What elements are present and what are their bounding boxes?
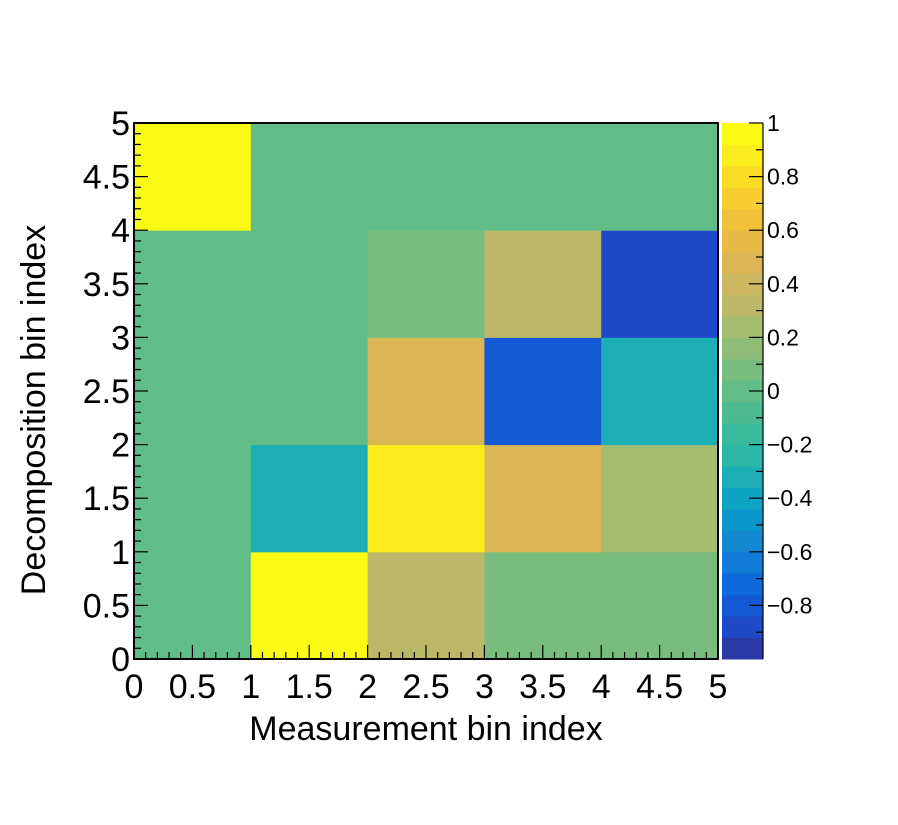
heatmap-cell [484, 337, 602, 446]
y-tick-label: 5 [111, 105, 130, 143]
palette-swatch [722, 251, 763, 274]
heatmap-cell [484, 551, 602, 660]
x-tick-label: 1.5 [286, 668, 333, 706]
palette-tick-label: 0.4 [767, 271, 799, 297]
palette-tick-label: −0.2 [767, 432, 812, 458]
palette-swatch [722, 573, 763, 596]
palette-tick-label: 0.2 [767, 324, 799, 350]
x-tick-label: 4.5 [636, 668, 683, 706]
heatmap-cell [484, 123, 602, 231]
heatmap-cell [250, 444, 369, 553]
palette-swatch [722, 380, 763, 403]
palette-tick-label: 0.8 [767, 164, 799, 190]
heatmap-cell [484, 230, 602, 338]
color-palette: 1 0.8 0.6 0.4 0.2 0 −0.2 −0.4 −0.6 −0.8 [722, 110, 813, 660]
palette-swatch [722, 315, 763, 338]
y-tick-label: 1 [111, 534, 130, 572]
x-axis-title: Measurement bin index [249, 710, 602, 748]
heatmap-cell [484, 444, 602, 553]
x-tick-label: 2.5 [402, 668, 449, 706]
y-axis-title: Decomposition bin index [15, 225, 53, 595]
x-tick-label: 3.5 [519, 668, 566, 706]
palette-swatch [722, 487, 763, 510]
heatmap-cell [367, 444, 485, 553]
palette-swatch [722, 594, 763, 617]
x-tick-label: 3 [475, 668, 494, 706]
y-tick-label: 2 [111, 427, 130, 465]
y-tick-label: 0 [111, 641, 130, 679]
palette-swatch [722, 358, 763, 381]
heatmap-cell [250, 337, 369, 446]
palette-swatch [722, 230, 763, 253]
palette-tick-label: 0.6 [767, 217, 799, 243]
palette-swatch [722, 530, 763, 553]
heatmap-cell [601, 551, 719, 660]
palette-swatch [722, 273, 763, 296]
heatmap-cell [601, 230, 719, 338]
palette-swatch [722, 637, 763, 660]
heatmap-cell [367, 230, 485, 338]
heatmap-cell [134, 123, 252, 231]
palette-swatch [722, 401, 763, 424]
heatmap-cell [250, 230, 369, 338]
heatmap-cell [250, 123, 369, 231]
heatmap-cell [601, 123, 719, 231]
y-tick-label: 1.5 [83, 480, 130, 518]
y-tick-label: 4.5 [83, 159, 130, 197]
x-tick-label: 0.5 [169, 668, 216, 706]
heatmap-cell [367, 551, 485, 660]
x-tick-label: 4 [592, 668, 611, 706]
axis-ticks: 0 0.5 1 1.5 2 2.5 3 3.5 4 4.5 5 0 0.5 1 1.5 2 2.5 3 3.5 4 4.… [83, 105, 728, 706]
heatmap-cell [601, 337, 719, 446]
heatmap-cell [250, 551, 369, 660]
heatmap-cell [367, 123, 485, 231]
palette-tick-label: −0.4 [767, 485, 813, 511]
palette-tick-label: 0 [767, 378, 780, 404]
palette-swatch [722, 123, 763, 145]
heatmap-cell [134, 551, 252, 660]
y-tick-label: 4 [111, 212, 130, 250]
palette-swatch [722, 165, 763, 188]
palette-swatch [722, 208, 763, 231]
x-tick-label: 2 [358, 668, 377, 706]
heatmap-cell [601, 444, 719, 553]
y-tick-label: 3 [111, 319, 130, 357]
palette-tick-label: 1 [767, 110, 780, 136]
palette-swatch [722, 144, 763, 167]
palette-swatch [722, 423, 763, 446]
heatmap-cell [134, 444, 252, 553]
y-tick-label: 3.5 [83, 266, 130, 304]
y-tick-label: 2.5 [83, 373, 130, 411]
palette-swatch [722, 294, 763, 317]
heatmap-cells [134, 123, 719, 660]
heatmap-cell [134, 337, 252, 446]
palette-swatch [722, 187, 763, 210]
heatmap-cell [367, 337, 485, 446]
palette-swatch [722, 444, 763, 467]
palette-tick-label: −0.8 [767, 592, 812, 618]
heatmap-cell [134, 230, 252, 338]
x-tick-label: 0 [125, 668, 144, 706]
palette-swatch [722, 551, 763, 574]
x-tick-label: 1 [241, 668, 260, 706]
y-tick-label: 0.5 [83, 587, 130, 625]
palette-swatch [722, 508, 763, 531]
x-tick-label: 5 [709, 668, 728, 706]
palette-swatch [722, 466, 763, 488]
palette-swatch [722, 337, 763, 360]
palette-tick-label: −0.6 [767, 539, 812, 565]
palette-swatch [722, 616, 763, 639]
